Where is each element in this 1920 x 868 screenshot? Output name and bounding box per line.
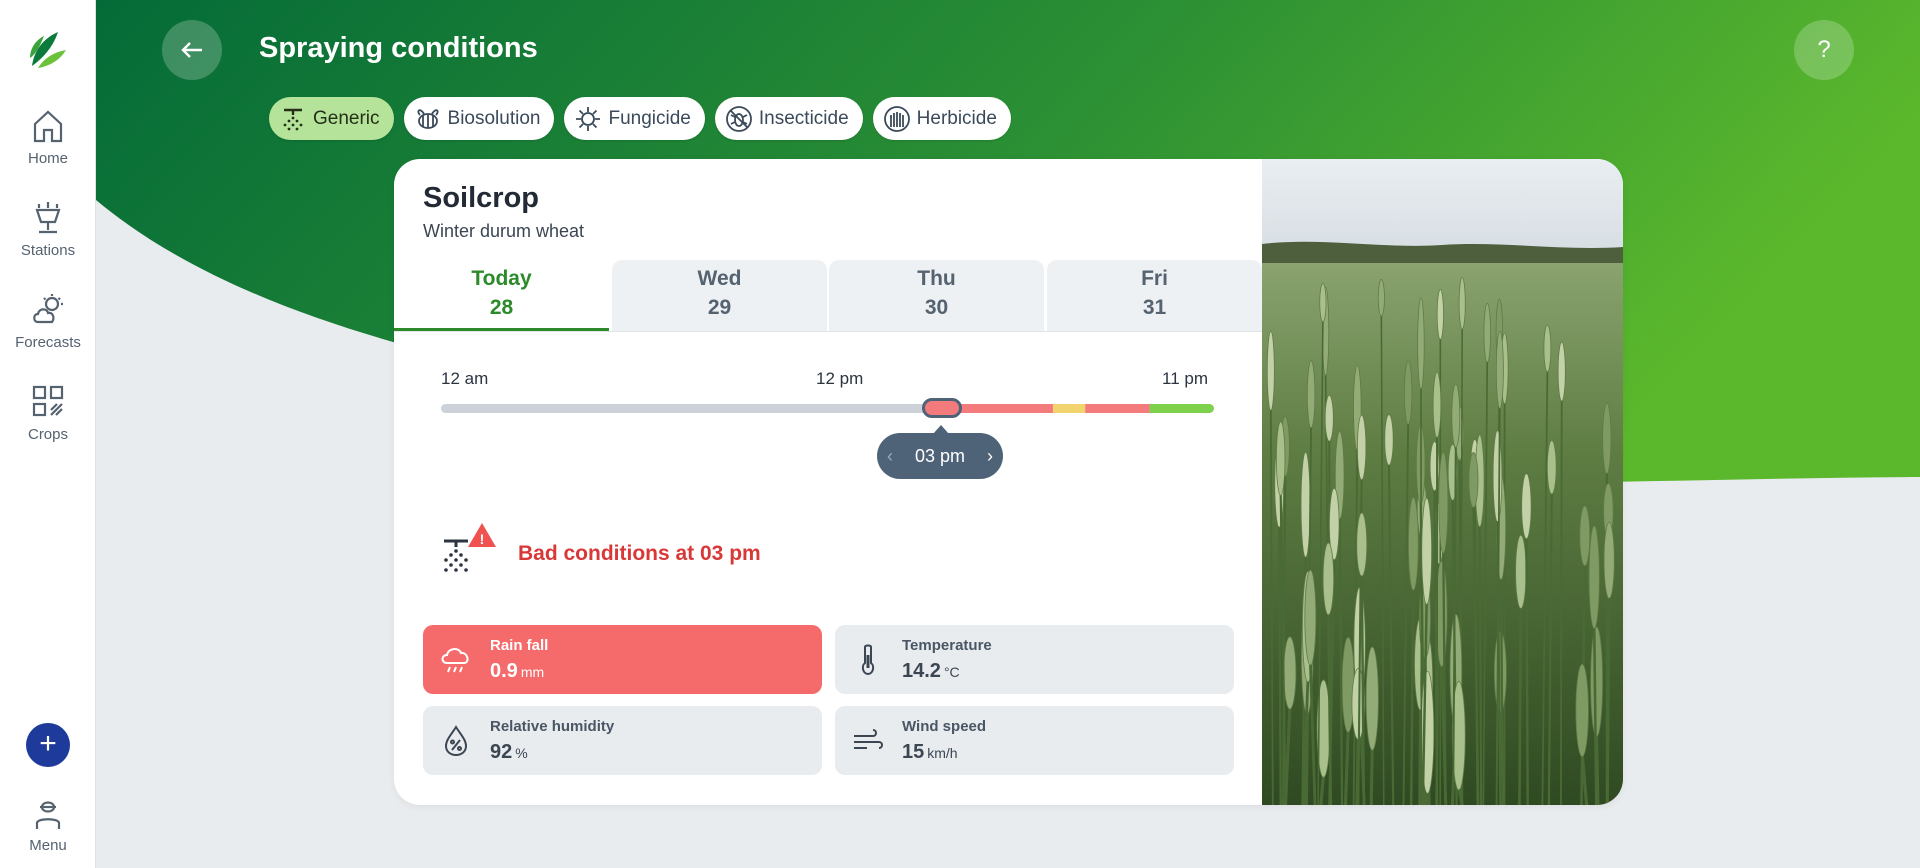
wheat-field-photo [1262,159,1623,805]
crop-name: Soilcrop [423,182,540,214]
day-tabs: Today 28 Wed 29 Thu 30 Fri 31 [394,260,1262,332]
chip-fungicide[interactable]: Fungicide [564,97,705,140]
station-icon [35,202,61,234]
chip-generic[interactable]: Generic [269,97,394,140]
tabs-divider [394,331,1262,332]
home-icon [33,110,63,143]
chip-insecticide[interactable]: Insecticide [714,97,863,140]
timeline-start-label: 12 am [441,369,489,388]
no-insect-icon [725,105,753,133]
chip-biosolution[interactable]: Biosolution [403,97,555,140]
sidebar-item-label: Stations [20,242,76,259]
wind-icon [854,729,883,749]
arrow-left-icon [181,42,202,58]
conditions-panel: Soilcrop Winter durum wheat Today 28 Wed… [394,159,1262,805]
sprayer-icon [279,105,307,133]
sidebar-item-forecasts[interactable]: Forecasts [0,292,96,351]
sprayer-warning-icon: ! [440,521,498,579]
selected-time: 03 pm [914,445,966,466]
sidebar-item-stations[interactable]: Stations [0,200,96,259]
tab-wed[interactable]: Wed 29 [612,260,827,332]
bee-icon [414,105,442,133]
prev-hour-button[interactable]: ‹ [887,445,893,466]
product-type-filter: Generic Biosolution Fungicide Insecticid… [269,97,1011,140]
metric-rainfall: Rain fall 0.9 mm [423,625,822,694]
crops-icon [32,385,64,417]
add-button[interactable]: + [26,723,70,767]
thermometer-icon [861,644,875,676]
help-button[interactable]: ? [1794,20,1854,80]
timeline-mid-label: 12 pm [816,369,864,388]
page-title: Spraying conditions [259,32,538,64]
time-selector: ‹ 03 pm › [877,425,1003,479]
sidebar-item-label: Crops [27,426,68,443]
crop-variety: Winter durum wheat [423,221,585,241]
timeline-segment-moderate [1052,404,1086,413]
svg-text:!: ! [480,531,485,547]
timeline-handle[interactable] [922,398,962,418]
metric-wind: Wind speed 15 km/h [835,706,1234,775]
sidebar-item-label: Menu [29,837,67,854]
metric-humidity: Relative humidity 92% [423,706,822,775]
humidity-drop-icon [444,725,468,757]
sidebar-item-label: Home [27,150,68,167]
user-icon [35,801,61,829]
sidebar-item-home[interactable]: Home [0,108,96,167]
timeline-segment-bad [924,404,1053,413]
timeline-segment-bad [1085,404,1150,413]
weather-icon [33,294,63,324]
sidebar-item-label: Forecasts [15,334,81,351]
back-button[interactable] [162,20,222,80]
timeline-segment-past [441,404,925,413]
sidebar: Home Stations Forecasts Crops + [0,0,96,868]
no-weed-icon [883,105,911,133]
hour-timeline[interactable] [441,404,1214,413]
spraying-card: Soilcrop Winter durum wheat Today 28 Wed… [394,159,1623,805]
sidebar-item-menu[interactable]: Menu [0,797,96,854]
metric-temperature: Temperature 14.2 °C [835,625,1234,694]
app-logo-icon[interactable] [28,28,68,70]
rain-cloud-icon [441,648,469,673]
chip-herbicide[interactable]: Herbicide [872,97,1011,140]
fungus-icon [574,105,602,133]
timeline-segment-good [1149,404,1214,413]
timeline-end-label: 11 pm [1162,369,1208,388]
tab-fri[interactable]: Fri 31 [1047,260,1262,332]
conditions-alert: Bad conditions at 03 pm [518,542,761,565]
tab-today[interactable]: Today 28 [394,260,609,332]
sidebar-item-crops[interactable]: Crops [0,384,96,443]
tab-thu[interactable]: Thu 30 [829,260,1044,332]
next-hour-button[interactable]: › [987,445,993,466]
